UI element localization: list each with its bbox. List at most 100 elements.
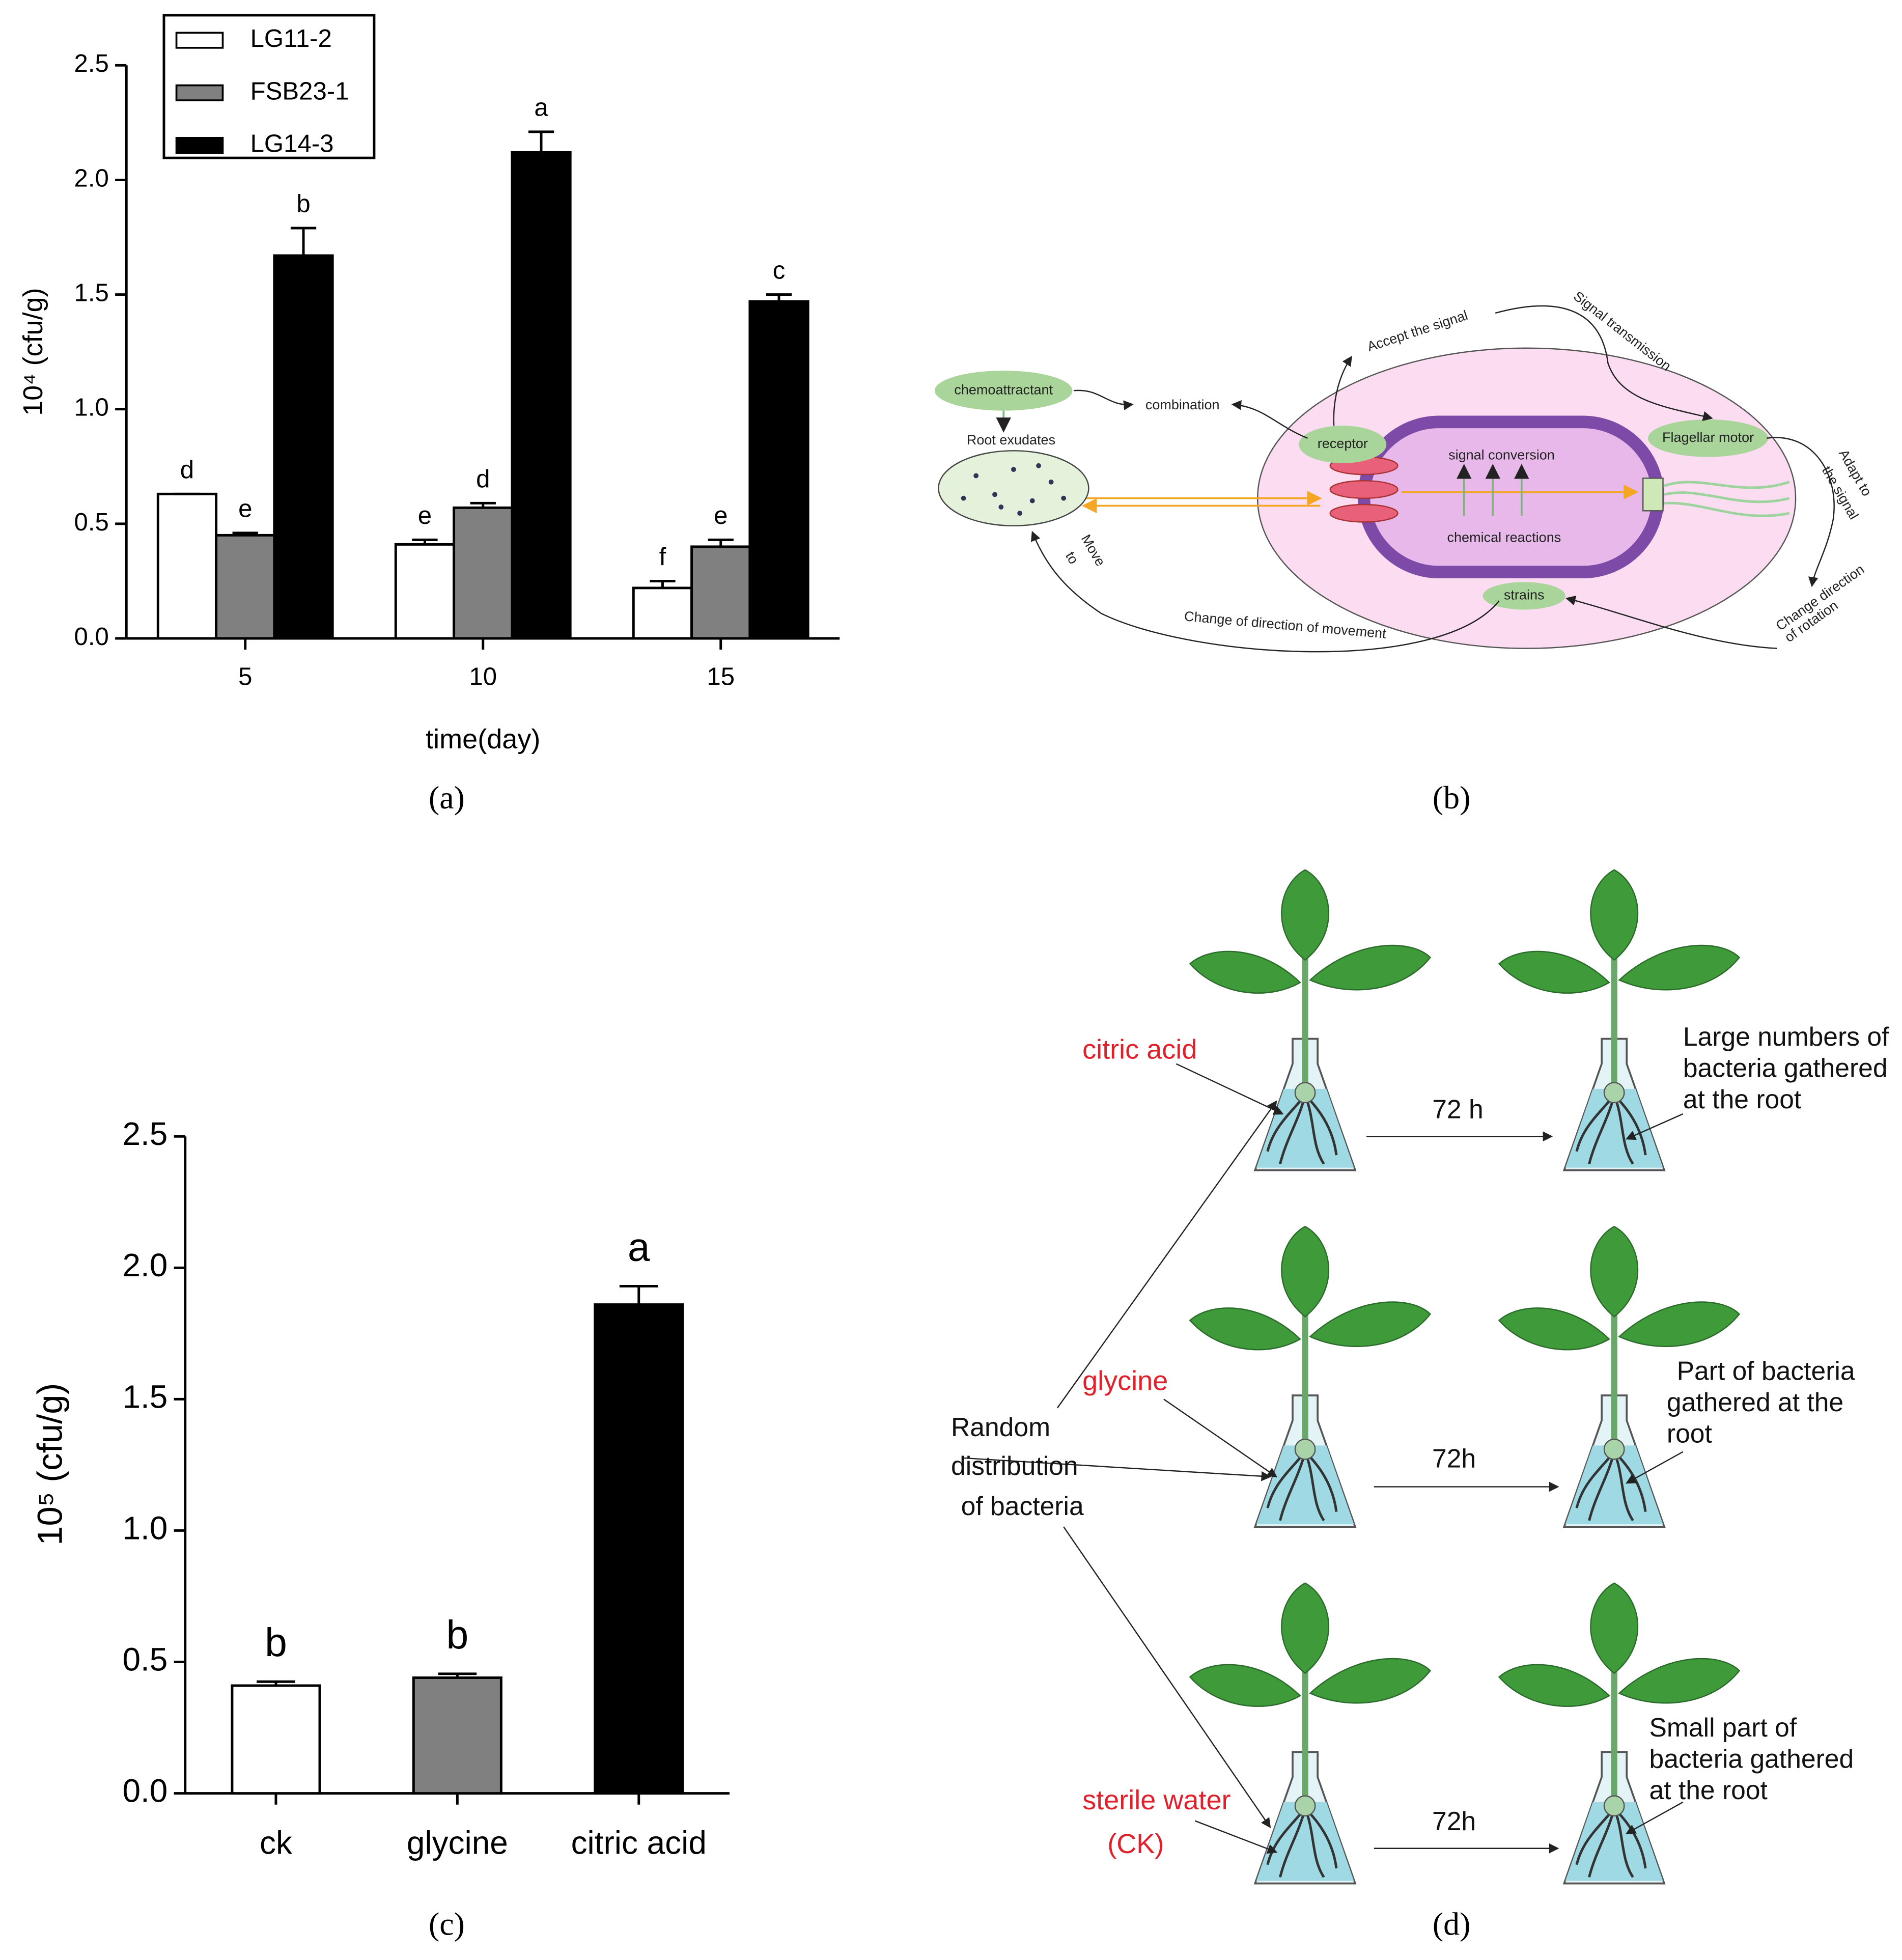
- arrow: [1231, 400, 1308, 439]
- label: of bacteria: [961, 1491, 1084, 1521]
- arrow: [1063, 1526, 1271, 1829]
- label: chemoattractant: [954, 382, 1053, 397]
- bar: [156, 492, 218, 640]
- label: Move: [1078, 532, 1108, 569]
- y-tick-label: 2.5: [123, 1115, 168, 1152]
- x-tick-label: glycine: [407, 1825, 508, 1861]
- bar: [412, 1676, 502, 1795]
- arrow: [1163, 1398, 1278, 1478]
- result-label: Small part of: [1649, 1713, 1797, 1742]
- significance-letter: e: [238, 495, 252, 523]
- arrow: [1626, 1113, 1684, 1140]
- y-axis-label: 10⁵ (cfu/g): [30, 1383, 69, 1546]
- receptor-part: [1329, 503, 1398, 523]
- bar: [690, 545, 751, 640]
- y-axis-label: 10⁴ (cfu/g): [18, 288, 48, 416]
- x-tick-label: citric acid: [571, 1825, 707, 1861]
- y-tick-label: 1.5: [123, 1378, 168, 1415]
- legend-swatch: [175, 136, 224, 154]
- significance-letter: b: [265, 1620, 287, 1665]
- significance-letter: a: [628, 1224, 650, 1269]
- significance-letter: e: [714, 502, 728, 529]
- legend-label: LG14-3: [250, 130, 334, 158]
- exudate-dots: [961, 463, 1067, 516]
- plant-flask: [1190, 1583, 1430, 1884]
- result-label: gathered at the: [1667, 1387, 1843, 1417]
- x-tick-label: 5: [238, 663, 252, 691]
- arrow: [1333, 355, 1352, 426]
- significance-letter: b: [446, 1612, 468, 1657]
- significance-letter: c: [773, 257, 786, 284]
- y-tick-label: 0.5: [123, 1641, 168, 1677]
- result-label: root: [1667, 1418, 1712, 1448]
- arrow: [1176, 1063, 1284, 1115]
- label: combination: [1145, 397, 1220, 412]
- label: strains: [1504, 587, 1545, 603]
- significance-letter: d: [180, 456, 194, 484]
- bar: [632, 586, 693, 640]
- arrow: [1626, 1451, 1684, 1484]
- bar: [394, 543, 456, 640]
- bar: [748, 300, 809, 640]
- time-label: 72h: [1432, 1443, 1476, 1473]
- result-label: at the root: [1649, 1775, 1768, 1805]
- label: Root exudates: [967, 432, 1055, 447]
- panel-label: (c): [429, 1906, 465, 1942]
- bar: [453, 506, 514, 640]
- label: Flagellar motor: [1662, 430, 1754, 445]
- label: to: [1062, 549, 1081, 567]
- x-tick-label: 15: [707, 663, 735, 691]
- arrow: [1565, 595, 1777, 649]
- diagram-b: chemoattractant Root exudates combinatio…: [935, 288, 1875, 653]
- legend-label: FSB23-1: [250, 77, 349, 105]
- significance-letter: a: [534, 94, 548, 122]
- label: Random: [951, 1412, 1050, 1442]
- plant-flask: [1499, 870, 1740, 1170]
- result-label: Part of bacteria: [1677, 1356, 1855, 1385]
- arrow: [1626, 1801, 1684, 1834]
- result-label: bacteria gathered: [1683, 1053, 1888, 1083]
- root-exudates: [938, 450, 1089, 527]
- result-label: bacteria gathered: [1649, 1744, 1854, 1773]
- significance-letter: b: [296, 190, 310, 218]
- label: Accept the signal: [1365, 307, 1470, 354]
- bar: [594, 1303, 684, 1795]
- receptor-node: [1299, 426, 1387, 463]
- y-tick-label: 2.0: [123, 1247, 168, 1283]
- legend-label: LG11-2: [250, 25, 332, 52]
- arrow: [1031, 530, 1500, 653]
- bar: [511, 151, 572, 640]
- label: receptor: [1318, 436, 1368, 451]
- result-label: Large numbers of: [1683, 1022, 1889, 1051]
- arrow: [1767, 437, 1835, 587]
- result-label: at the root: [1683, 1084, 1801, 1114]
- y-tick-label: 1.0: [123, 1509, 168, 1546]
- y-tick-label: 2.5: [74, 50, 109, 77]
- arrow: [1056, 1100, 1277, 1409]
- significance-letter: d: [476, 465, 490, 493]
- motor-node: [1648, 419, 1769, 457]
- x-tick-label: ck: [260, 1825, 293, 1861]
- x-tick-label: 10: [469, 663, 497, 691]
- panel-label: (a): [429, 779, 465, 816]
- label: chemical reactions: [1447, 530, 1561, 545]
- y-tick-label: 0.5: [74, 509, 109, 536]
- arrow: [1194, 1820, 1278, 1854]
- treatment-label: sterile water: [1082, 1785, 1230, 1815]
- arrow: [1495, 305, 1713, 422]
- y-tick-label: 0.0: [123, 1773, 168, 1809]
- treatment-label: (CK): [1107, 1829, 1164, 1859]
- y-tick-label: 2.0: [74, 164, 109, 192]
- y-tick-label: 1.5: [74, 279, 109, 307]
- chemoattractant-node: [935, 371, 1073, 411]
- panel-label: (d): [1433, 1906, 1471, 1942]
- strains-node: [1483, 582, 1565, 610]
- significance-letter: f: [659, 543, 666, 571]
- treatment-label: glycine: [1082, 1366, 1168, 1396]
- receptor-part: [1329, 480, 1398, 499]
- legend-swatch: [175, 32, 224, 49]
- diagram-d: citric acid glycine sterile water (CK) R…: [951, 870, 1889, 1884]
- cell-inner: [1370, 428, 1652, 566]
